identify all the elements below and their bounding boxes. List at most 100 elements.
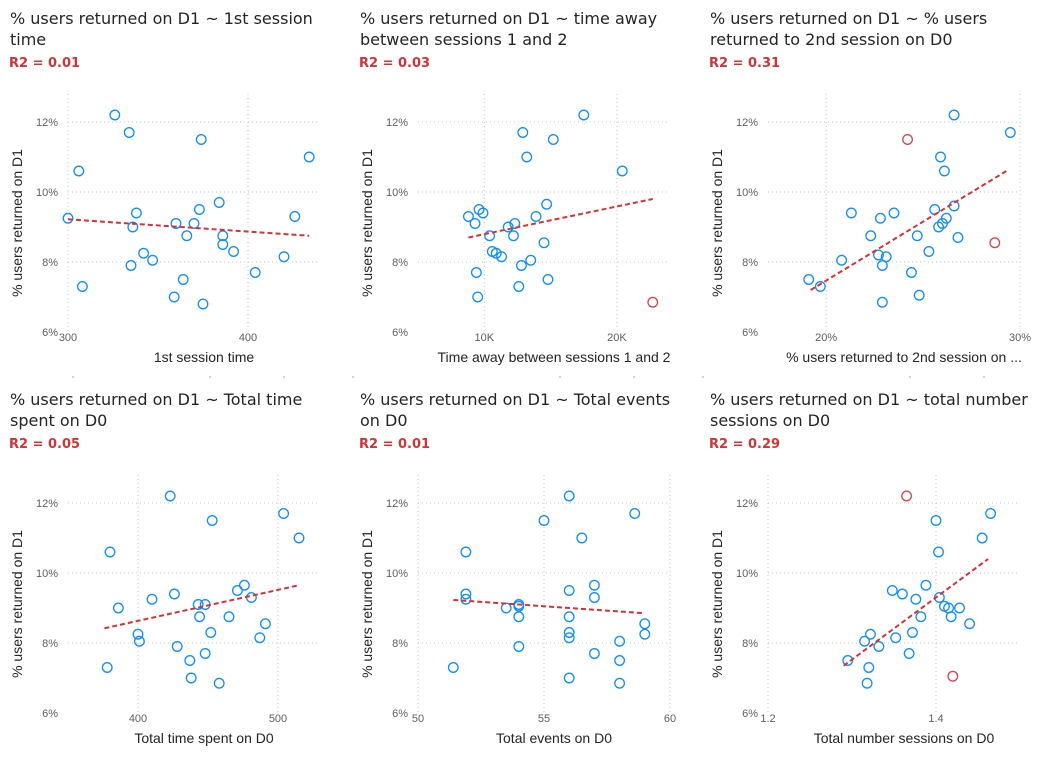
- data-point[interactable]: [588, 579, 600, 591]
- data-point[interactable]: [303, 151, 315, 163]
- data-point[interactable]: [890, 632, 902, 644]
- outlier-point[interactable]: [989, 237, 1001, 249]
- data-point[interactable]: [1004, 127, 1016, 138]
- data-point[interactable]: [509, 218, 521, 229]
- data-point[interactable]: [876, 296, 888, 308]
- data-point[interactable]: [132, 628, 144, 640]
- data-point[interactable]: [127, 221, 139, 233]
- data-point[interactable]: [496, 251, 508, 263]
- data-point[interactable]: [168, 588, 180, 600]
- data-point[interactable]: [123, 127, 135, 138]
- data-point[interactable]: [578, 109, 590, 121]
- data-point[interactable]: [910, 593, 922, 605]
- data-point[interactable]: [500, 602, 512, 614]
- data-point[interactable]: [842, 655, 854, 666]
- data-point[interactable]: [138, 247, 150, 259]
- data-point[interactable]: [913, 289, 925, 301]
- data-point[interactable]: [903, 648, 915, 659]
- data-point[interactable]: [629, 508, 641, 519]
- outlier-point[interactable]: [647, 296, 659, 308]
- data-point[interactable]: [206, 515, 218, 526]
- data-point[interactable]: [168, 291, 180, 303]
- data-point[interactable]: [193, 204, 205, 215]
- scatter-plot-5[interactable]: 6% 8% 10% 12% 50 55 60 Total events on D0 % user…: [350, 381, 700, 762]
- data-point[interactable]: [874, 212, 886, 224]
- data-point[interactable]: [563, 611, 575, 623]
- data-point[interactable]: [876, 260, 888, 271]
- data-point[interactable]: [293, 532, 305, 544]
- data-point[interactable]: [477, 207, 489, 219]
- data-point[interactable]: [880, 251, 892, 263]
- data-point[interactable]: [213, 677, 225, 689]
- data-point[interactable]: [469, 218, 481, 229]
- data-point[interactable]: [547, 134, 559, 145]
- data-point[interactable]: [185, 672, 197, 684]
- data-point[interactable]: [865, 628, 876, 640]
- data-point[interactable]: [588, 648, 600, 659]
- data-point[interactable]: [614, 635, 626, 647]
- data-point[interactable]: [470, 267, 482, 278]
- data-point[interactable]: [62, 212, 74, 224]
- data-point[interactable]: [462, 211, 474, 222]
- data-point[interactable]: [920, 579, 932, 591]
- data-point[interactable]: [513, 600, 525, 612]
- scatter-plot-3[interactable]: 6% 8% 10% 12% 20% 30% % users returned to 2nd …: [700, 0, 1050, 381]
- data-point[interactable]: [814, 281, 826, 292]
- data-point[interactable]: [863, 662, 875, 673]
- data-point[interactable]: [940, 212, 952, 224]
- data-point[interactable]: [171, 641, 183, 652]
- data-point[interactable]: [199, 648, 211, 659]
- data-point[interactable]: [985, 508, 997, 519]
- data-point[interactable]: [130, 207, 142, 219]
- data-point[interactable]: [935, 151, 946, 163]
- data-point[interactable]: [197, 298, 209, 310]
- data-point[interactable]: [563, 672, 575, 684]
- data-point[interactable]: [76, 281, 88, 292]
- data-point[interactable]: [146, 593, 158, 605]
- data-point[interactable]: [213, 197, 225, 208]
- data-point[interactable]: [164, 490, 176, 502]
- data-point[interactable]: [249, 267, 261, 278]
- data-point[interactable]: [490, 247, 502, 259]
- data-point[interactable]: [517, 127, 529, 138]
- data-point[interactable]: [278, 508, 290, 519]
- data-point[interactable]: [513, 281, 525, 292]
- data-point[interactable]: [525, 254, 537, 266]
- data-point[interactable]: [538, 515, 550, 526]
- data-point[interactable]: [472, 291, 484, 303]
- data-point[interactable]: [223, 611, 235, 623]
- data-point[interactable]: [865, 230, 877, 242]
- data-point[interactable]: [278, 251, 290, 263]
- data-point[interactable]: [873, 641, 885, 652]
- data-point[interactable]: [460, 593, 472, 605]
- data-point[interactable]: [104, 546, 116, 558]
- data-point[interactable]: [508, 230, 519, 242]
- data-point[interactable]: [933, 221, 945, 233]
- data-point[interactable]: [133, 635, 145, 647]
- data-point[interactable]: [976, 532, 988, 544]
- data-point[interactable]: [639, 618, 651, 630]
- data-point[interactable]: [513, 611, 525, 623]
- data-point[interactable]: [289, 211, 301, 222]
- data-point[interactable]: [933, 546, 944, 558]
- data-point[interactable]: [109, 109, 121, 121]
- data-point[interactable]: [886, 585, 898, 596]
- data-point[interactable]: [112, 602, 124, 614]
- scatter-plot-4[interactable]: 6% 8% 10% 12% 400 500 Total time spent on D0 % …: [0, 381, 350, 762]
- data-point[interactable]: [938, 165, 950, 177]
- data-point[interactable]: [188, 218, 200, 229]
- data-point[interactable]: [125, 260, 137, 271]
- data-point[interactable]: [563, 627, 575, 638]
- data-point[interactable]: [205, 627, 217, 638]
- data-point[interactable]: [576, 532, 588, 544]
- data-point[interactable]: [964, 618, 976, 630]
- data-point[interactable]: [194, 611, 206, 623]
- data-point[interactable]: [563, 490, 575, 502]
- data-point[interactable]: [923, 246, 935, 257]
- scatter-plot-1[interactable]: 6% 8% 10% 12% 300 400 1st session time % users …: [0, 0, 350, 381]
- data-point[interactable]: [948, 109, 960, 121]
- outlier-point[interactable]: [902, 134, 914, 145]
- data-point[interactable]: [905, 267, 917, 278]
- data-point[interactable]: [513, 641, 525, 652]
- data-point[interactable]: [195, 134, 207, 145]
